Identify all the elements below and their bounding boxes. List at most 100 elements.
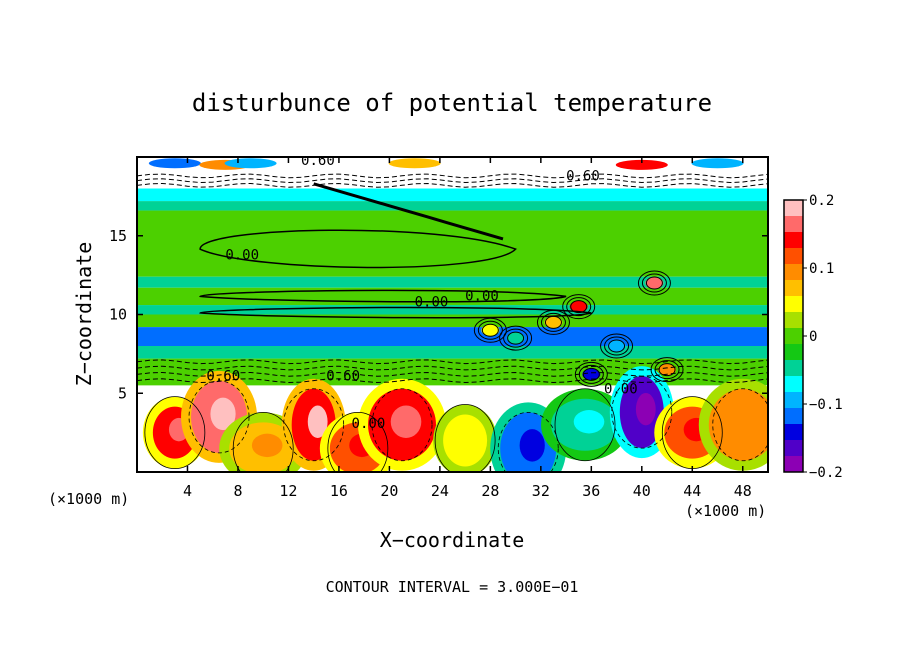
colorbar-ticks: 0.2 0.1 0 −0.1 −0.2: [803, 193, 843, 481]
storm-contour: [641, 273, 667, 293]
contour-label: 0.00: [415, 295, 449, 311]
y-axis-ticks: 5 10 15: [109, 227, 768, 402]
y-axis-label: Z−coordinate: [72, 242, 96, 387]
contour-label: 0.00: [604, 381, 638, 397]
chart-title: disturbunce of potential temperature: [192, 89, 712, 117]
colorbar-swatch: [784, 328, 803, 345]
colorbar-swatch: [784, 280, 803, 297]
lower-blob-core: [731, 405, 763, 438]
contour-label: 0.00: [225, 247, 259, 263]
dashed-contour: [137, 365, 768, 371]
colorbar-swatch: [784, 200, 803, 217]
lower-blob-core: [635, 392, 656, 426]
lower-contour: [497, 411, 559, 472]
colorbar-swatch: [784, 424, 803, 441]
lower-contour: [327, 411, 389, 472]
field-band: [137, 188, 768, 202]
contour-label: 0.60: [301, 153, 335, 169]
lower-blob-core: [251, 433, 283, 458]
zero-contour: [199, 229, 517, 269]
lower-contour: [232, 411, 294, 472]
colorbar-swatch: [784, 312, 803, 329]
colorbar-tick-label: −0.2: [809, 465, 843, 481]
colorbar-swatch: [784, 408, 803, 425]
field-band: [137, 210, 768, 277]
colorbar-swatch: [784, 360, 803, 377]
contour-interval-note: CONTOUR INTERVAL = 3.000E−01: [326, 578, 579, 596]
storm-contour: [481, 323, 499, 337]
lower-blob-core: [390, 405, 422, 438]
storm-cell: [645, 277, 664, 289]
colorbar-swatch: [784, 248, 803, 265]
lower-contour: [144, 396, 206, 470]
x-tick-label: 16: [330, 482, 348, 500]
colorbar-tick-label: 0.2: [809, 193, 834, 209]
x-tick-label: 48: [734, 482, 752, 500]
storm-contour: [658, 363, 676, 377]
storm-cell: [607, 340, 626, 352]
field-band: [137, 346, 768, 359]
dashed-contour: [137, 359, 768, 365]
storm-contour: [540, 312, 566, 332]
x-tick-label: 32: [532, 482, 550, 500]
colorbar-swatch: [784, 296, 803, 313]
top-spot: [615, 159, 668, 170]
top-spot: [388, 158, 441, 169]
x-unit-left: (×1000 m): [48, 490, 129, 508]
y-tick-label: 5: [118, 384, 127, 402]
colorbar-swatch: [784, 344, 803, 361]
field-band: [137, 327, 768, 346]
field-band: [137, 305, 768, 315]
storm-cell: [569, 300, 588, 313]
lower-blob-core: [459, 425, 480, 450]
lower-contour: [283, 388, 345, 462]
field-band: [137, 314, 768, 328]
lower-contour: [712, 388, 768, 462]
contour-layer: 0.60 0.60 0.00 0.00 0.00 0.60 0.60 0.00 0.00: [137, 153, 768, 472]
contour-label: 0.60: [566, 169, 600, 185]
dashed-contour: [137, 173, 768, 179]
lower-blob-core: [210, 397, 236, 431]
storm-contour: [477, 320, 503, 340]
x-unit-right: (×1000 m): [685, 502, 766, 520]
colorbar-swatch: [784, 232, 803, 249]
storm-contour: [604, 336, 630, 356]
y-tick-label: 15: [109, 227, 127, 245]
top-spot: [148, 158, 201, 169]
colorbar: [783, 199, 804, 473]
x-axis-label: X−coordinate: [380, 528, 525, 552]
x-tick-label: 12: [279, 482, 297, 500]
colorbar-swatch: [784, 392, 803, 409]
field-layer: [137, 157, 768, 472]
dashed-contour: [137, 371, 768, 377]
colorbar-swatch: [784, 264, 803, 281]
storm-contour: [503, 328, 529, 348]
colorbar-swatch: [784, 376, 803, 393]
storm-contour: [608, 339, 626, 353]
storm-cell: [544, 316, 563, 329]
lower-blob-core: [573, 410, 605, 434]
x-axis-ticks: 4 8 12 16 20 24 28 32 36 40 44 48: [183, 157, 752, 500]
colorbar-tick-label: 0: [809, 329, 817, 345]
storm-contour: [499, 325, 533, 351]
colorbar-swatch: [784, 440, 803, 457]
field-band: [137, 201, 768, 211]
x-tick-label: 44: [683, 482, 701, 500]
lower-contour: [611, 375, 673, 449]
storm-cell: [506, 332, 525, 345]
storm-contour: [570, 300, 588, 314]
storm-contour: [637, 270, 671, 296]
field-band: [137, 276, 768, 288]
storm-cell: [658, 363, 677, 376]
lower-contour: [434, 404, 496, 472]
colorbar-tick-label: −0.1: [809, 397, 843, 413]
x-tick-label: 24: [431, 482, 449, 500]
lower-blob-core: [307, 405, 328, 438]
contour-label: 0.00: [352, 416, 386, 432]
top-spot: [224, 158, 277, 169]
contour-label: 0.00: [465, 288, 499, 304]
contour-label: 0.60: [206, 369, 240, 385]
zero-contour: [199, 306, 592, 319]
x-tick-label: 8: [233, 482, 242, 500]
lower-contour: [371, 388, 433, 462]
